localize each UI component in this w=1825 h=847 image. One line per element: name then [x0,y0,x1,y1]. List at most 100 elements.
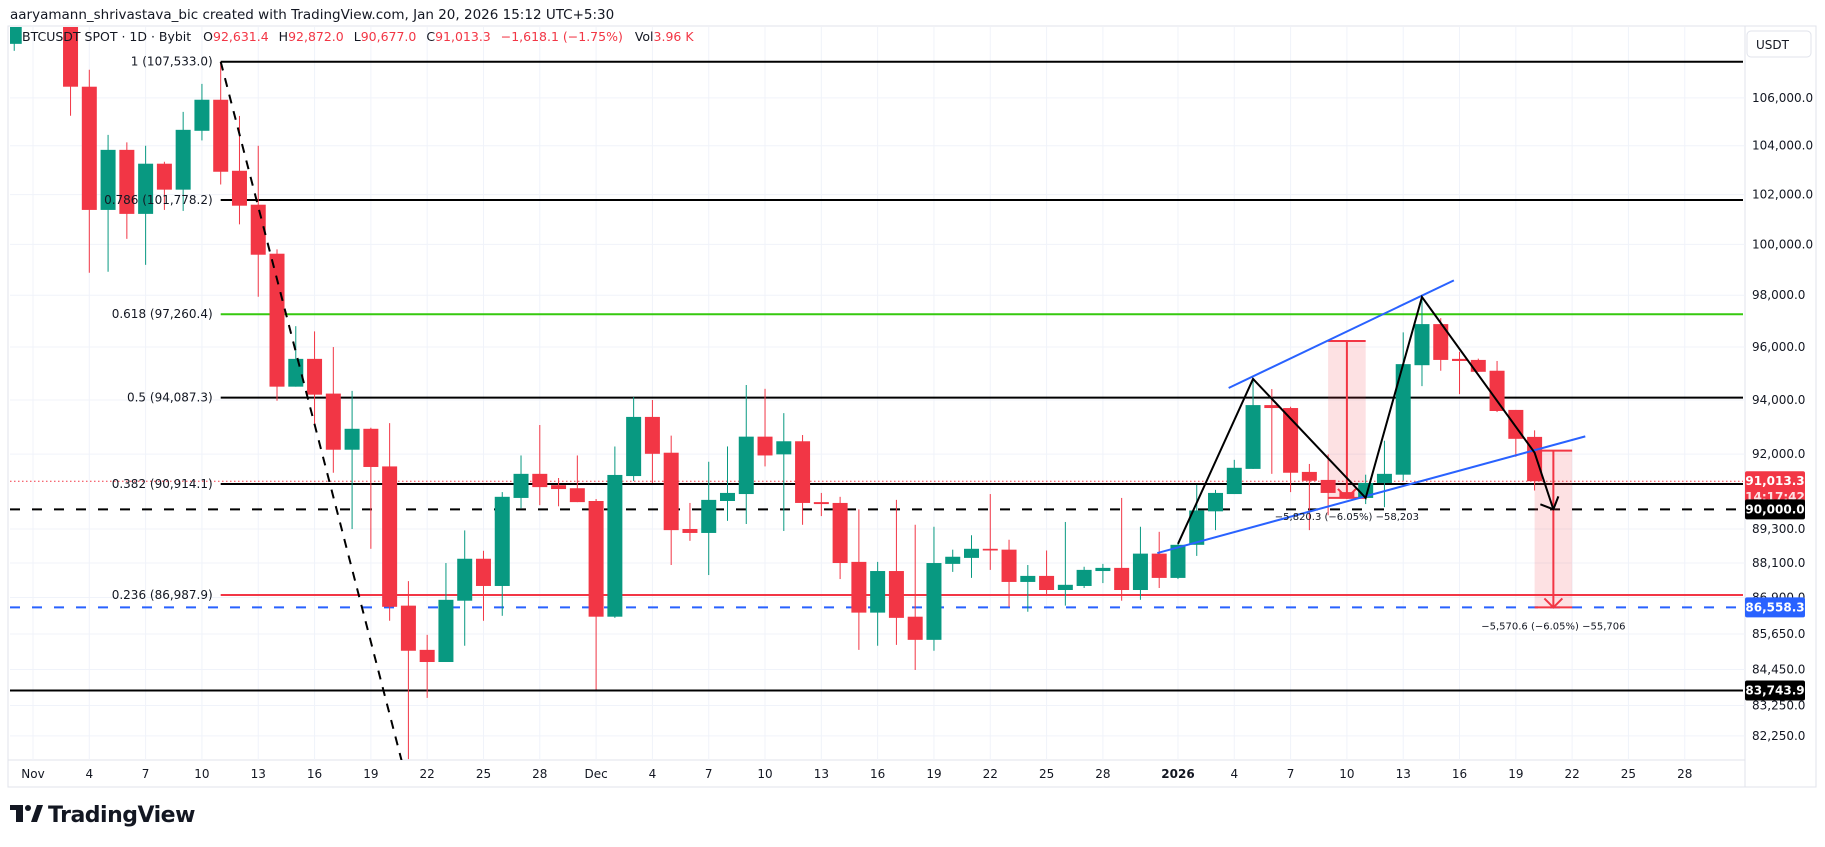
price-axis[interactable]: 106,000.0 104,000.0 102,000.0 100,000.0 98,0… [1752,91,1813,743]
candle[interactable] [400,581,416,760]
candle[interactable] [851,509,867,650]
candle[interactable] [569,455,585,503]
candle[interactable] [1452,351,1468,395]
candle[interactable] [776,413,792,531]
candle[interactable] [1114,497,1130,601]
candle[interactable] [382,423,398,621]
candle[interactable] [81,69,97,273]
candle[interactable] [719,446,735,521]
candle[interactable] [475,550,491,621]
candle[interactable] [194,83,210,141]
fib-level-label: 0.618 (97,260.4) [112,307,213,321]
legend-volume-label: Vol [635,29,654,44]
candle[interactable] [1132,526,1148,600]
candle[interactable] [738,385,754,524]
candle[interactable] [63,0,79,116]
candle[interactable] [588,499,604,690]
candle[interactable] [1489,360,1505,413]
candle[interactable] [532,425,548,506]
time-tick-label: 16 [307,767,322,781]
candle[interactable] [1170,543,1186,580]
candle[interactable] [1189,484,1205,556]
candle[interactable] [1264,389,1280,474]
candle[interactable] [1226,459,1242,495]
time-axis[interactable]: Nov 4 7 10 13 16 19 22 25 28 Dec 4 7 10 13 16 19 22 25 28 20… [21,767,1692,781]
candle[interactable] [363,427,379,549]
candle[interactable] [1039,550,1055,595]
candle[interactable] [945,549,961,572]
candle-body [776,441,792,455]
trend-line-dashed[interactable] [219,61,409,787]
candle[interactable] [1320,454,1336,516]
channel-line[interactable] [1157,435,1586,555]
candle[interactable] [1470,358,1486,372]
candle-body [288,358,304,387]
candle[interactable] [870,561,886,646]
candle[interactable] [119,142,135,239]
candle[interactable] [1057,521,1073,606]
time-tick-label: 28 [1095,767,1110,781]
candle[interactable] [100,134,116,272]
zigzag-path[interactable] [1177,294,1555,545]
candle[interactable] [213,61,229,185]
candle-body [663,452,679,531]
candle[interactable] [325,347,341,473]
candle[interactable] [795,435,811,525]
candle[interactable] [607,446,623,618]
candle[interactable] [1414,296,1430,387]
candle[interactable] [156,161,172,210]
candle-body [213,99,229,172]
candle[interactable] [1095,563,1111,584]
candle-body [138,163,154,214]
time-tick-label: 4 [85,767,93,781]
candle[interactable] [832,496,848,580]
zigzag-arrow-head-icon [1540,496,1560,511]
candle[interactable] [757,388,773,467]
candle[interactable] [964,535,979,578]
candle[interactable] [1283,406,1299,493]
candle[interactable] [307,331,323,426]
candle[interactable] [269,249,285,401]
candle[interactable] [813,492,829,517]
price-tick-label: 106,000.0 [1752,91,1813,105]
candle[interactable] [7,5,22,51]
candle[interactable] [626,397,642,482]
candle[interactable] [250,145,266,297]
candle[interactable] [682,502,698,541]
plot-area[interactable] [7,0,1743,787]
candle[interactable] [1245,378,1261,469]
candle[interactable] [1208,489,1224,531]
candle[interactable] [1020,565,1036,612]
candle[interactable] [1395,332,1411,481]
candle[interactable] [513,455,529,509]
candle[interactable] [663,435,679,566]
candle[interactable] [457,530,473,646]
candle[interactable] [907,524,923,671]
candle[interactable] [175,111,191,211]
candle[interactable] [926,526,942,651]
candle[interactable] [551,477,567,507]
candle-body [400,605,416,651]
candle[interactable] [982,494,998,570]
candle[interactable] [888,499,904,645]
candle[interactable] [438,563,454,663]
candle[interactable] [1301,463,1317,531]
candle[interactable] [1001,539,1017,607]
candle[interactable] [1433,318,1449,371]
channel-line[interactable] [1228,279,1455,389]
candle[interactable] [419,634,435,698]
legend-high: 92,872.0 [288,29,344,44]
time-tick-label: 4 [1230,767,1238,781]
candle[interactable] [644,400,660,483]
candle[interactable] [344,390,360,530]
candle[interactable] [701,461,717,576]
candle[interactable] [138,145,154,265]
candle[interactable] [1376,440,1392,508]
candle[interactable] [1339,489,1355,498]
candle[interactable] [494,492,510,616]
candle[interactable] [1076,566,1092,588]
candle[interactable] [1151,531,1167,588]
tradingview-logo[interactable]: TradingView [10,803,196,828]
currency-button[interactable]: USDT [1746,30,1812,58]
